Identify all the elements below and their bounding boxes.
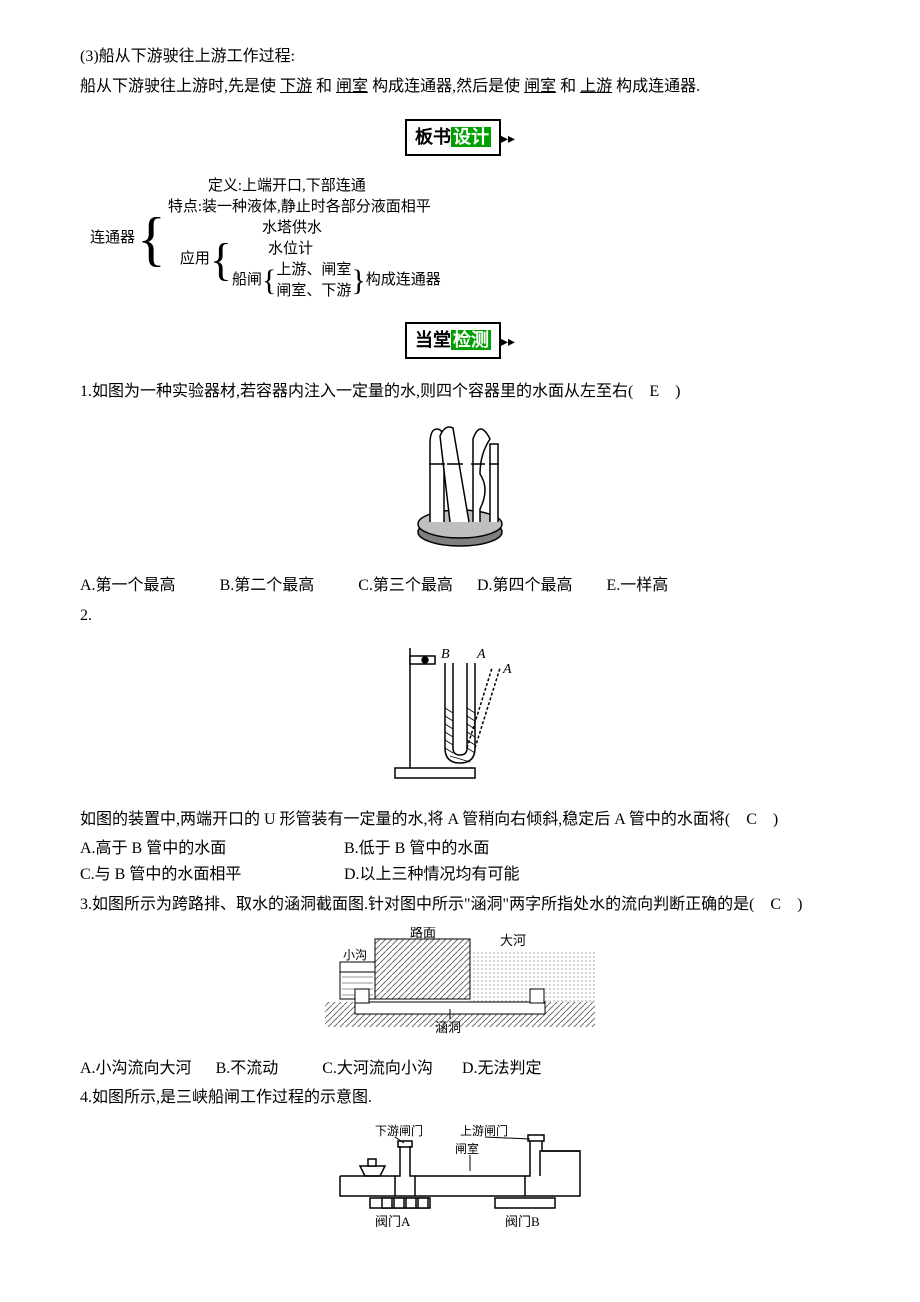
q3-stem: 3.如图所示为跨路排、取水的涵洞截面图.针对图中所示"涵洞"两字所指处水的流向判… bbox=[80, 892, 840, 918]
fill-upstream: 上游 bbox=[580, 78, 612, 95]
label-river: 大河 bbox=[500, 933, 526, 948]
q1-opt-d: D.第四个最高 bbox=[477, 573, 573, 599]
q3-opt-c: C.大河流向小沟 bbox=[322, 1056, 433, 1082]
intro-and1: 和 bbox=[316, 78, 332, 95]
label-down-gate: 下游闸门 bbox=[375, 1123, 423, 1138]
banner-arrows2: ▸▸ bbox=[501, 335, 515, 350]
label-chamber: 闸室 bbox=[455, 1141, 479, 1156]
q2-num: 2. bbox=[80, 603, 840, 629]
tree-feature: 特点:装一种液体,静止时各部分液面相平 bbox=[168, 197, 441, 218]
q1-options: A.第一个最高 B.第二个最高 C.第三个最高 D.第四个最高 E.一样高 bbox=[80, 573, 840, 599]
q3-figure: 路面 大河 小沟 涵洞 bbox=[80, 927, 840, 1046]
tree-root: 连通器 bbox=[90, 228, 135, 249]
intro-line2: 船从下游驶往上游时,先是使 下游 和 闸室 构成连通器,然后是使 闸室 和 上游… bbox=[80, 74, 840, 100]
svg-text:B: B bbox=[441, 647, 450, 662]
tree-app-label: 应用 bbox=[180, 249, 210, 270]
tree-app1: 水塔供水 bbox=[262, 218, 441, 239]
design-banner: 板书设计 ▸▸ bbox=[80, 119, 840, 156]
fill-chamber1: 闸室 bbox=[336, 78, 368, 95]
label-valve-b: 阀门B bbox=[505, 1214, 540, 1229]
tree-lock1: 上游、闸室 bbox=[276, 260, 351, 281]
tree-app2: 水位计 bbox=[268, 239, 441, 260]
banner-design-b: 设计 bbox=[451, 127, 491, 147]
banner-test-b: 检测 bbox=[451, 330, 491, 350]
intro-and2: 和 bbox=[560, 78, 576, 95]
q2-opt-b: B.低于 B 管中的水面 bbox=[344, 836, 489, 862]
q2-options: A.高于 B 管中的水面 B.低于 B 管中的水面 C.与 B 管中的水面相平 … bbox=[80, 836, 840, 887]
intro-line1: (3)船从下游驶往上游工作过程: bbox=[80, 44, 840, 70]
label-up-gate: 上游闸门 bbox=[460, 1123, 508, 1138]
tree-lock2: 闸室、下游 bbox=[276, 281, 351, 302]
banner-arrows: ▸▸ bbox=[501, 132, 515, 147]
tree-def: 定义:上端开口,下部连通 bbox=[208, 176, 441, 197]
q3-opt-b: B.不流动 bbox=[216, 1056, 279, 1082]
banner-test-a: 当堂 bbox=[415, 330, 451, 350]
q1-opt-a: A.第一个最高 bbox=[80, 573, 176, 599]
intro-text2: 构成连通器,然后是使 bbox=[372, 78, 520, 95]
intro-text: 船从下游驶往上游时,先是使 bbox=[80, 78, 276, 95]
label-road: 路面 bbox=[410, 927, 436, 940]
concept-tree: 连通器 { 定义:上端开口,下部连通 特点:装一种液体,静止时各部分液面相平 应… bbox=[90, 176, 840, 302]
label-ditch: 小沟 bbox=[343, 948, 367, 962]
banner-design-a: 板书 bbox=[415, 127, 451, 147]
q4-figure: 下游闸门 上游闸门 闸室 阀门A 阀门B bbox=[80, 1121, 840, 1250]
intro-tail: 构成连通器. bbox=[616, 78, 700, 95]
q3-options: A.小沟流向大河 B.不流动 C.大河流向小沟 D.无法判定 bbox=[80, 1056, 840, 1082]
q3-opt-d: D.无法判定 bbox=[462, 1056, 542, 1082]
label-culvert: 涵洞 bbox=[435, 1020, 461, 1035]
fill-downstream: 下游 bbox=[280, 78, 312, 95]
q4-stem: 4.如图所示,是三峡船闸工作过程的示意图. bbox=[80, 1085, 840, 1111]
tree-lock-label: 船闸 bbox=[232, 270, 262, 291]
tree-lock-tail: 构成连通器 bbox=[366, 270, 441, 291]
q3-opt-a: A.小沟流向大河 bbox=[80, 1056, 192, 1082]
q1-figure bbox=[80, 414, 840, 563]
fill-chamber2: 闸室 bbox=[524, 78, 556, 95]
q2-figure: B A A bbox=[80, 638, 840, 797]
svg-text:A: A bbox=[476, 647, 486, 662]
q2-opt-c: C.与 B 管中的水面相平 bbox=[80, 862, 300, 888]
q2-stem: 如图的装置中,两端开口的 U 形管装有一定量的水,将 A 管稍向右倾斜,稳定后 … bbox=[80, 807, 840, 833]
q1-stem: 1.如图为一种实验器材,若容器内注入一定量的水,则四个容器里的水面从左至右( E… bbox=[80, 379, 840, 405]
q1-opt-e: E.一样高 bbox=[607, 573, 669, 599]
q2-opt-d: D.以上三种情况均有可能 bbox=[344, 862, 520, 888]
q1-opt-c: C.第三个最高 bbox=[358, 573, 453, 599]
q1-opt-b: B.第二个最高 bbox=[220, 573, 315, 599]
svg-text:A: A bbox=[502, 662, 512, 677]
q2-opt-a: A.高于 B 管中的水面 bbox=[80, 836, 300, 862]
label-valve-a: 阀门A bbox=[375, 1214, 411, 1229]
test-banner: 当堂检测 ▸▸ bbox=[80, 322, 840, 359]
